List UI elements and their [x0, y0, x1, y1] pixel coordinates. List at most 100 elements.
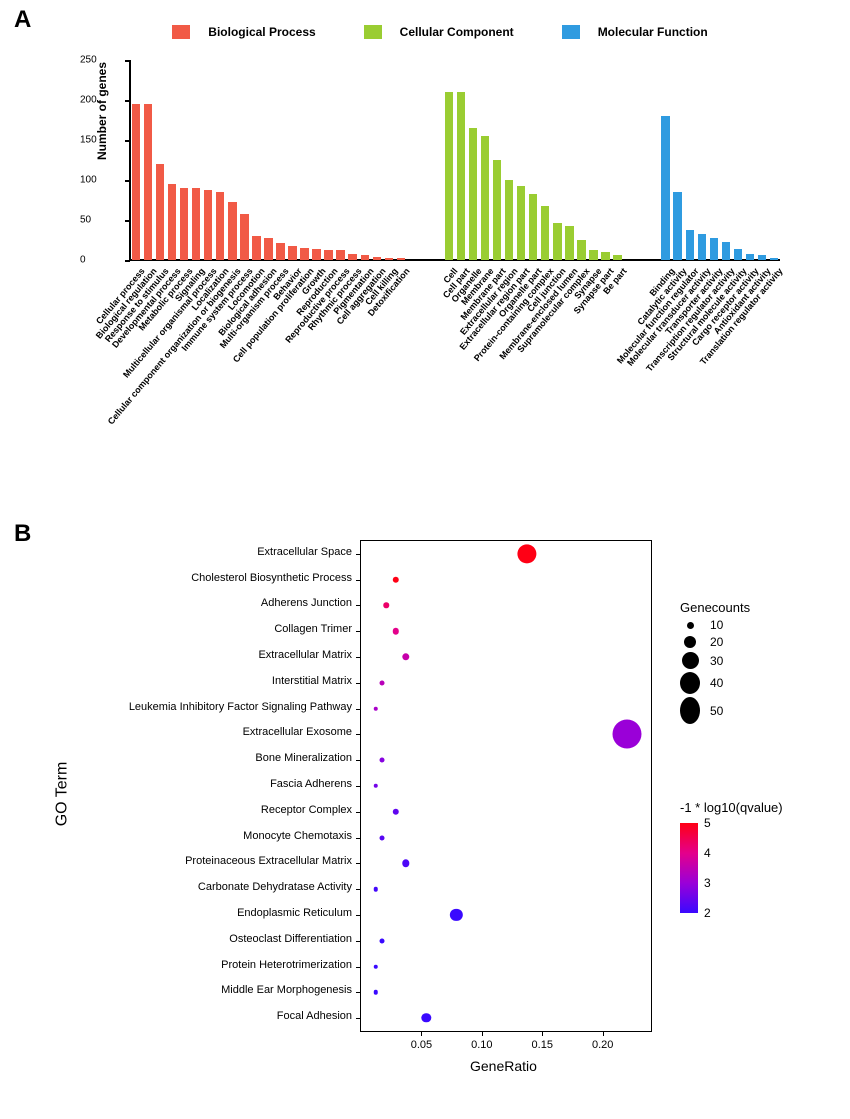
data-point [379, 938, 384, 943]
size-legend-label: 30 [710, 654, 723, 668]
size-legend-label: 20 [710, 635, 723, 649]
y-tick-label: 250 [80, 55, 126, 66]
bar [192, 188, 200, 260]
panel-b-label: B [14, 520, 31, 548]
bar [144, 104, 152, 260]
legend-label: Biological Process [208, 25, 315, 39]
data-point [393, 628, 399, 634]
data-point [612, 720, 641, 749]
x-tick-label: 0.10 [471, 1039, 492, 1051]
data-point [393, 809, 399, 815]
bar [577, 240, 585, 260]
go-term-label: Extracellular Exosome [243, 726, 352, 738]
panel-a-bar-chart: Biological ProcessCellular ComponentMole… [80, 30, 800, 290]
data-point [402, 860, 409, 867]
go-term-label: Carbonate Dehydratase Activity [198, 881, 352, 893]
go-term-label: Receptor Complex [261, 804, 352, 816]
data-point [379, 758, 384, 763]
go-term-label: Osteoclast Differentiation [229, 933, 352, 945]
y-tick-label: 50 [80, 215, 126, 226]
bar [589, 250, 597, 260]
panel-b-size-legend: Genecounts 10 20 30 40 50 [680, 600, 750, 727]
go-term-label: Interstitial Matrix [272, 675, 352, 687]
bar [276, 243, 284, 260]
panel-a-y-axis: 050100150200250 [80, 60, 130, 260]
bar [204, 190, 212, 260]
go-term-label: Middle Ear Morphogenesis [221, 984, 352, 996]
data-point [379, 680, 384, 685]
bar [758, 255, 766, 260]
panel-b-y-title: GO Term [53, 762, 71, 827]
go-term-label: Protein Heterotrimerization [221, 959, 352, 971]
bar [324, 250, 332, 260]
bar [216, 192, 224, 260]
panel-a-plot-area: Cellular processBiological regulationRes… [130, 60, 780, 260]
bar [288, 246, 296, 260]
color-legend-tick: 2 [704, 906, 711, 920]
go-term-label: Proteinaceous Extracellular Matrix [185, 855, 352, 867]
bar [661, 116, 669, 260]
size-legend-label: 10 [710, 618, 723, 632]
bar [710, 238, 718, 260]
bar [722, 242, 730, 260]
bar [746, 254, 754, 260]
bar [312, 249, 320, 260]
data-point [517, 544, 536, 563]
bar [469, 128, 477, 260]
bar [168, 184, 176, 260]
bar [601, 252, 609, 260]
go-term-label: Extracellular Matrix [258, 649, 352, 661]
bar [457, 92, 465, 260]
bar [770, 258, 778, 260]
data-point [402, 653, 409, 660]
bar [385, 258, 393, 260]
data-point [393, 576, 399, 582]
bar [361, 255, 369, 260]
data-point [384, 603, 389, 608]
bar [252, 236, 260, 260]
y-tick-label: 150 [80, 135, 126, 146]
color-legend-tick: 3 [704, 876, 711, 890]
bar [553, 223, 561, 260]
x-tick-label: 0.05 [411, 1039, 432, 1051]
go-term-label: Extracellular Space [257, 546, 352, 558]
go-term-label: Cholesterol Biosynthetic Process [191, 572, 352, 584]
x-tick-label: 0.15 [532, 1039, 553, 1051]
color-legend-title: -1 * log10(qvalue) [680, 800, 783, 815]
go-term-label: Fascia Adherens [270, 778, 352, 790]
size-legend-label: 50 [710, 704, 723, 718]
bar [348, 254, 356, 260]
bar [228, 202, 236, 260]
go-term-label: Adherens Junction [261, 597, 352, 609]
bar [373, 257, 381, 260]
y-tick-label: 100 [80, 175, 126, 186]
bar [541, 206, 549, 260]
color-legend-tick: 4 [704, 846, 711, 860]
legend-label: Molecular Function [598, 25, 708, 39]
panel-a-label: A [14, 6, 31, 34]
bar [264, 238, 272, 260]
size-legend-title: Genecounts [680, 600, 750, 615]
y-tick-label: 0 [80, 255, 126, 266]
bar [481, 136, 489, 260]
y-tick-label: 200 [80, 95, 126, 106]
data-point [373, 784, 377, 788]
bar [673, 192, 681, 260]
panel-b-x-title: GeneRatio [470, 1058, 537, 1074]
size-legend-label: 40 [710, 676, 723, 690]
legend-label: Cellular Component [400, 25, 514, 39]
x-tick-label: 0.20 [592, 1039, 613, 1051]
bar [300, 248, 308, 260]
go-term-label: Bone Mineralization [255, 752, 352, 764]
bar [529, 194, 537, 260]
go-term-label: Leukemia Inhibitory Factor Signaling Pat… [129, 701, 352, 713]
data-point [373, 887, 377, 891]
bar [565, 226, 573, 260]
color-legend-tick: 5 [704, 816, 711, 830]
panel-b-scatter: GO Term 0.05 0.10 0.15 0.20 GeneRatio Genec… [40, 540, 810, 1100]
panel-b-color-legend: -1 * log10(qvalue)5 4 3 2 [680, 800, 783, 923]
bar [686, 230, 694, 260]
bar [336, 250, 344, 260]
data-point [450, 909, 462, 921]
bar [734, 249, 742, 260]
